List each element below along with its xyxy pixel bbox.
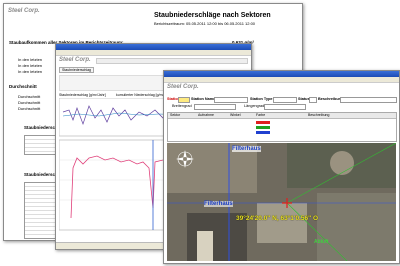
field-label: Station Name [191, 97, 215, 101]
map-label: Filterhaus [232, 146, 261, 152]
chart-title: Staubniederschlag [g/m²/Jahr] [59, 93, 106, 97]
section-heading: Staubniederschl [24, 125, 59, 130]
report-title: Staubniederschläge nach Sektoren [154, 12, 271, 19]
report-period: Berichtszeitraum: 05.05.2011 12:00 bis 0… [154, 21, 255, 26]
field-input[interactable] [309, 97, 317, 103]
column-header: Farbe [256, 113, 265, 117]
chart-title: kumulierter Niederschlag [g/m²] [116, 93, 165, 97]
field-label: Längengrad [244, 104, 264, 108]
map-window: Steel Corp. Station Station Name Station… [163, 70, 400, 264]
aerial-map [167, 143, 396, 261]
toolbar [96, 58, 248, 64]
column-header: Winkel [230, 113, 241, 117]
text-line: In den letzten [18, 69, 42, 74]
color-swatch [256, 126, 270, 129]
logo: Steel Corp. [59, 57, 91, 63]
map-label: Abluft [314, 239, 328, 245]
field-label: Station Type [250, 97, 273, 101]
logo: Steel Corp. [167, 84, 199, 90]
page: Steel Corp. Staubniederschläge nach Sekt… [0, 0, 400, 266]
column-header: Sektor [170, 113, 180, 117]
tab[interactable]: Staubniederschlag [59, 67, 94, 73]
field-input[interactable] [214, 97, 248, 103]
field-input[interactable] [340, 97, 397, 103]
sector-table: Sektor Aufnahme Winkel Farbe Beschreibun… [167, 112, 397, 142]
color-swatch [256, 131, 270, 134]
menu-bar [56, 50, 251, 56]
column-header: Beschreibung [308, 113, 329, 117]
field-input[interactable] [178, 97, 190, 103]
terrain [330, 151, 354, 175]
column-header: Aufnahme [198, 113, 214, 117]
text-line: In den letzten [18, 57, 42, 62]
color-swatch [256, 121, 270, 124]
field-label: Breitengrad [172, 104, 192, 108]
coordinate-label: 39°24'20.0" N, 63°1'0.56" O [236, 215, 318, 222]
map-label: Filterhaus [204, 201, 233, 207]
field-input[interactable] [273, 97, 297, 103]
text-line: Durchschnitt [18, 100, 40, 105]
logo: Steel Corp. [8, 8, 40, 14]
text-line: Durchschnitt [18, 94, 40, 99]
field-input[interactable] [194, 104, 236, 110]
terrain [257, 203, 307, 243]
text-line: Durchschnitt [18, 106, 40, 111]
section-heading: Durchschnitt [9, 84, 37, 89]
text-line: In den letzten [18, 63, 42, 68]
menu-bar [164, 77, 399, 83]
section-heading: Staubniederschl [24, 172, 59, 177]
building [197, 231, 213, 261]
field-label: Status [298, 97, 310, 101]
field-input[interactable] [264, 104, 306, 110]
